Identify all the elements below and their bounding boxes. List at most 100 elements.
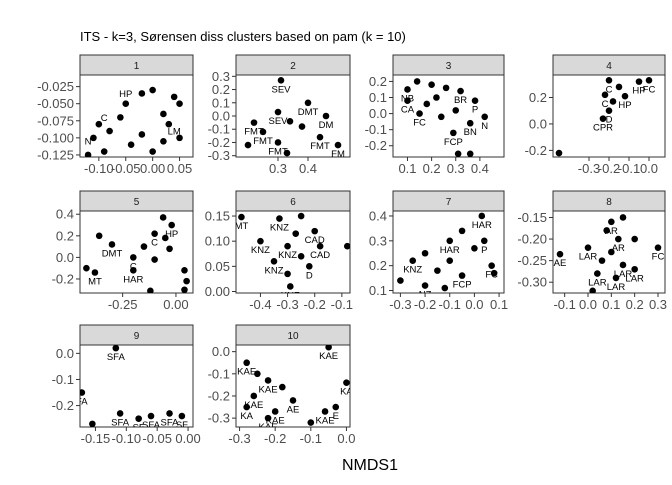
- point-label: DMT: [102, 248, 123, 259]
- data-point: [292, 230, 300, 237]
- data-point: [138, 131, 146, 138]
- point-label: HP: [618, 100, 631, 111]
- data-point: [95, 232, 103, 240]
- data-point: [621, 92, 629, 100]
- data-point: [168, 221, 175, 229]
- point-label: SFA: [161, 417, 180, 428]
- y-tick-label: -0.100: [37, 130, 74, 145]
- data-point: [257, 237, 264, 245]
- data-point: [466, 150, 474, 157]
- point-label: CAD: [305, 235, 325, 246]
- data-point: [454, 150, 462, 157]
- data-point: [322, 112, 330, 120]
- data-point: [178, 412, 186, 420]
- data-point: [452, 107, 460, 114]
- annotation: C: [101, 113, 108, 124]
- data-point: [589, 287, 596, 293]
- data-point: [135, 415, 142, 422]
- data-point: [108, 241, 116, 248]
- point-label: CA: [401, 105, 415, 116]
- data-point: [284, 242, 291, 250]
- data-point: [490, 269, 498, 277]
- data-point: [100, 148, 108, 155]
- data-point: [615, 83, 623, 91]
- data-point: [170, 93, 178, 101]
- data-point: [176, 134, 183, 142]
- data-point: [147, 412, 155, 420]
- data-point: [450, 129, 457, 137]
- data-point: [90, 134, 97, 142]
- data-point: [619, 214, 627, 221]
- x-tick-label: 0.0: [579, 297, 597, 312]
- data-point: [116, 410, 124, 417]
- y-tick-label: 0.3: [369, 233, 387, 248]
- point-label: KA: [340, 387, 353, 398]
- point-label: MT: [235, 221, 249, 232]
- point-label: KNZ: [403, 265, 422, 276]
- y-tick-label: -0.2: [208, 135, 230, 150]
- panel-border: [235, 74, 351, 158]
- data-point: [421, 282, 429, 289]
- data-point: [244, 141, 252, 149]
- x-tick-label: 0.00: [140, 161, 165, 176]
- facet-panel-1: 1 -0.10-0.05 0.00 0.05 -0.025 -0.050 -0.075 -0.…: [37, 54, 194, 176]
- data-point: [181, 286, 188, 293]
- x-tick-label: 0.00: [163, 297, 188, 312]
- point-label: BN: [464, 127, 477, 138]
- y-tick-label: -0.2: [365, 138, 387, 153]
- data-point: [122, 100, 130, 107]
- data-point: [321, 408, 329, 415]
- data-point: [343, 242, 350, 250]
- data-point: [612, 274, 620, 282]
- data-point: [316, 242, 324, 250]
- data-point: [437, 113, 445, 121]
- point-label: SFA: [107, 352, 126, 363]
- x-tick-label: 0.1: [490, 297, 508, 312]
- data-point: [442, 84, 450, 92]
- data-point: [428, 81, 435, 88]
- data-point: [243, 359, 250, 367]
- data-point: [446, 257, 454, 264]
- y-tick-label: 0.0: [212, 344, 230, 359]
- data-point: [130, 254, 137, 261]
- x-tick-label: -0.3: [276, 297, 298, 312]
- point-label: KAE: [319, 351, 338, 362]
- point-label: D: [306, 270, 313, 281]
- data-point: [609, 98, 617, 105]
- x-tick-label: -0.05: [142, 431, 172, 446]
- point-label: KNZ: [270, 223, 289, 234]
- data-point: [304, 99, 312, 107]
- data-point: [160, 137, 167, 145]
- x-tick-label: -0.15: [81, 431, 111, 446]
- data-point: [416, 110, 423, 117]
- point-label: KNZ: [265, 265, 284, 276]
- data-point: [421, 249, 429, 257]
- panel-data: HARPHARKNZFCFCPNZ: [397, 212, 498, 293]
- y-tick-label: 0.10: [205, 234, 230, 249]
- x-tick-label: 0.1: [398, 161, 416, 176]
- data-point: [276, 215, 283, 222]
- data-point: [446, 237, 454, 245]
- data-point: [471, 244, 478, 252]
- data-point: [605, 107, 613, 115]
- point-label: C: [130, 261, 137, 272]
- data-point: [250, 119, 258, 126]
- data-point: [457, 87, 464, 95]
- facet-panels: 1-0.10-0.05 0.00 0.05-0.025-0.050-0.075-0.…: [37, 54, 667, 446]
- data-point: [283, 149, 291, 157]
- facet-panel-6: 6 -0.4 -0.3 -0.2 -0.1 0.15 0.10 0.05 0.00 MT KNZ CA…: [205, 190, 353, 312]
- x-tick-label: -0.3: [578, 161, 600, 176]
- data-point: [413, 78, 421, 85]
- x-tick-label: 0.2: [626, 297, 644, 312]
- data-point: [631, 235, 638, 243]
- point-label: KAE: [266, 415, 285, 426]
- y-tick-label: -0.2: [525, 143, 547, 158]
- point-label: FC: [413, 118, 426, 129]
- data-point: [95, 120, 103, 128]
- data-point: [83, 264, 90, 272]
